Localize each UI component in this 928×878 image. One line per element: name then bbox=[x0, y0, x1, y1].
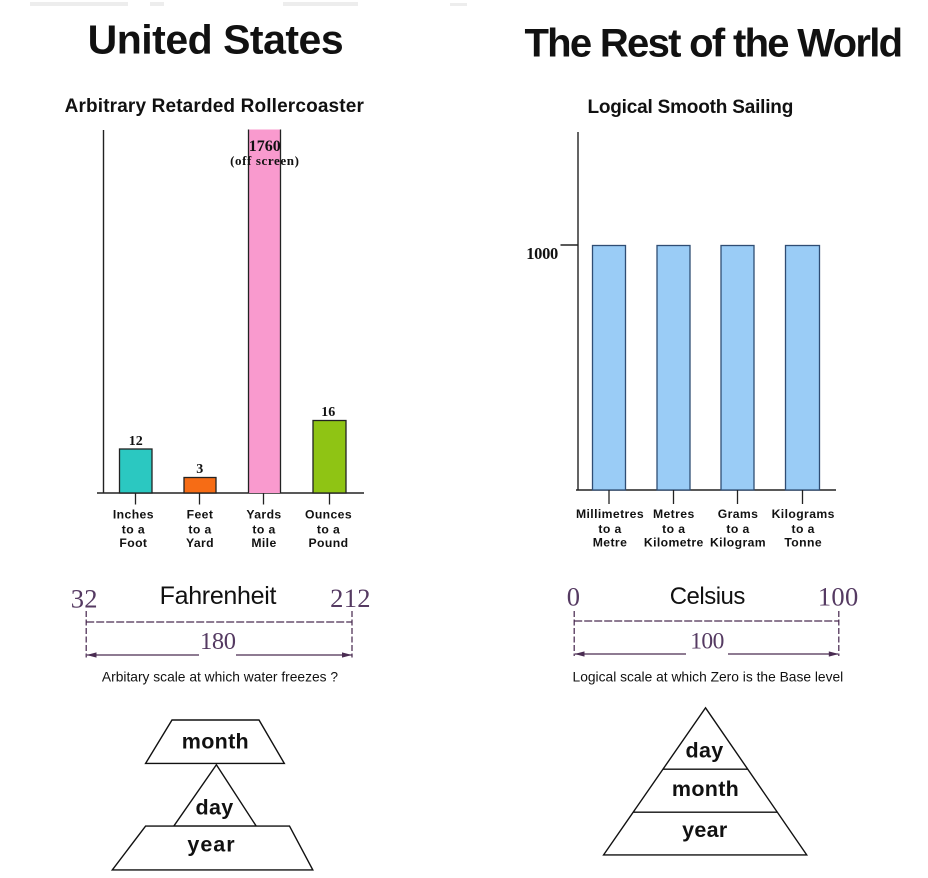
svg-text:180: 180 bbox=[200, 628, 236, 655]
svg-text:to a: to a bbox=[317, 523, 340, 537]
svg-text:to a: to a bbox=[252, 523, 275, 537]
svg-text:3: 3 bbox=[196, 462, 203, 477]
svg-text:100: 100 bbox=[690, 629, 723, 655]
svg-text:Arbitrary Retarded Rollercoast: Arbitrary Retarded Rollercoaster bbox=[65, 96, 365, 117]
svg-text:Kilograms: Kilograms bbox=[772, 507, 835, 521]
svg-text:Inches: Inches bbox=[113, 508, 154, 522]
svg-text:212: 212 bbox=[330, 583, 371, 613]
svg-text:Grams: Grams bbox=[718, 507, 759, 521]
svg-text:Ounces: Ounces bbox=[305, 508, 352, 522]
svg-text:Logical Smooth Sailing: Logical Smooth Sailing bbox=[587, 97, 793, 118]
svg-text:Pound: Pound bbox=[309, 536, 349, 550]
svg-text:1760: 1760 bbox=[249, 138, 281, 155]
svg-text:The Rest of the World: The Rest of the World bbox=[524, 22, 901, 66]
svg-text:Yard: Yard bbox=[186, 536, 214, 550]
svg-text:(off screen): (off screen) bbox=[230, 153, 299, 168]
svg-text:Celsius: Celsius bbox=[670, 583, 746, 610]
svg-text:Kilometre: Kilometre bbox=[644, 536, 704, 550]
svg-text:Yards: Yards bbox=[246, 508, 281, 522]
svg-text:to a: to a bbox=[188, 523, 211, 537]
svg-text:Arbitary scale at which water: Arbitary scale at which water freezes ? bbox=[102, 670, 339, 685]
svg-text:Metres: Metres bbox=[653, 507, 695, 521]
svg-text:16: 16 bbox=[321, 405, 335, 420]
svg-text:United States: United States bbox=[88, 17, 344, 63]
svg-text:Foot: Foot bbox=[119, 536, 147, 550]
svg-text:to a: to a bbox=[792, 522, 815, 536]
svg-text:day: day bbox=[196, 796, 234, 820]
svg-text:to a: to a bbox=[662, 522, 685, 536]
svg-text:100: 100 bbox=[818, 582, 859, 612]
svg-text:Mile: Mile bbox=[251, 536, 276, 550]
svg-text:12: 12 bbox=[129, 434, 143, 449]
svg-text:Tonne: Tonne bbox=[784, 536, 822, 550]
svg-text:0: 0 bbox=[567, 582, 581, 612]
svg-text:year: year bbox=[682, 818, 728, 842]
svg-text:to a: to a bbox=[122, 523, 145, 537]
svg-text:Kilogram: Kilogram bbox=[710, 536, 766, 550]
svg-text:day: day bbox=[686, 739, 724, 763]
svg-text:Metre: Metre bbox=[593, 536, 628, 550]
svg-text:month: month bbox=[672, 777, 739, 801]
svg-text:Logical scale at which Zero is: Logical scale at which Zero is the Base … bbox=[573, 670, 844, 685]
svg-text:year: year bbox=[187, 833, 235, 857]
svg-text:Feet: Feet bbox=[187, 508, 214, 522]
svg-text:month: month bbox=[182, 729, 249, 753]
svg-text:to a: to a bbox=[726, 522, 749, 536]
svg-text:32: 32 bbox=[71, 584, 98, 614]
svg-text:Millimetres: Millimetres bbox=[576, 507, 644, 521]
svg-text:1000: 1000 bbox=[526, 244, 558, 263]
svg-text:Fahrenheit: Fahrenheit bbox=[160, 582, 277, 610]
svg-text:to a: to a bbox=[598, 522, 621, 536]
